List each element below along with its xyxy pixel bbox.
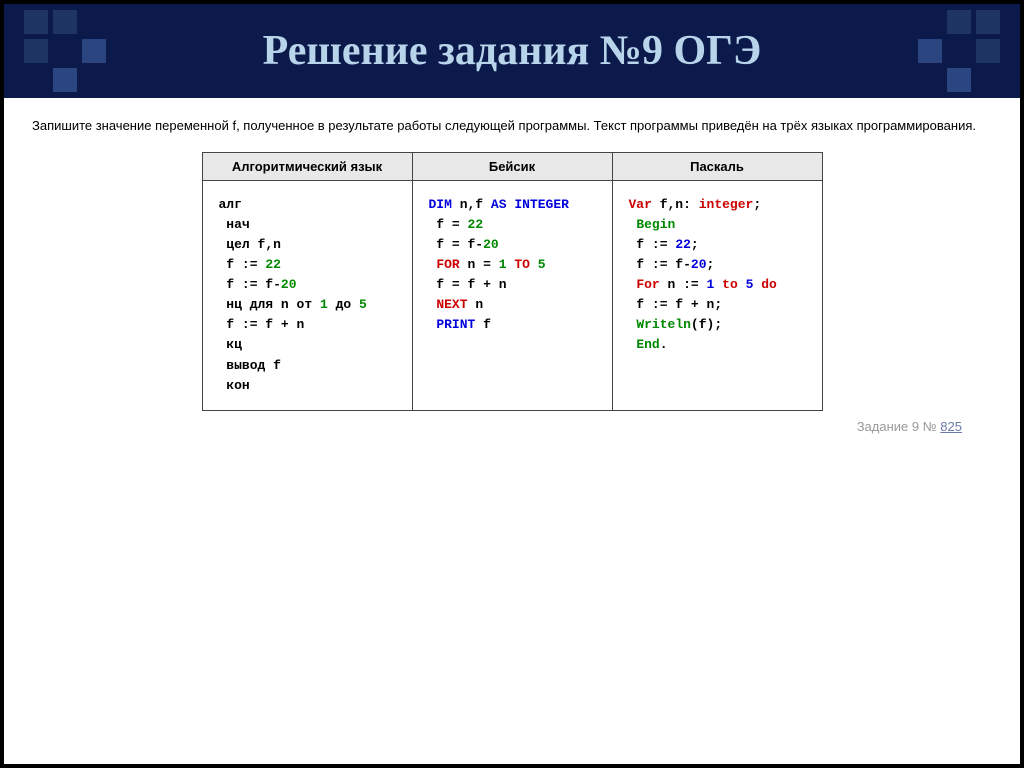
decorative-square	[947, 10, 971, 34]
decorative-square	[53, 68, 77, 92]
header-squares-left	[24, 10, 106, 92]
slide: Решение задания №9 ОГЭ Запишите значение…	[0, 0, 1024, 768]
code-cell-pascal: Var f,n: integer; Begin f := 22; f := f-…	[612, 180, 822, 410]
table-row: алг нач цел f,n f := 22 f := f-20 нц для…	[202, 180, 822, 410]
task-ref-label: Задание 9 №	[857, 419, 941, 434]
decorative-square	[918, 10, 942, 34]
slide-title: Решение задания №9 ОГЭ	[263, 27, 762, 75]
task-ref-link[interactable]: 825	[940, 419, 962, 434]
col-header-alg: Алгоритмический язык	[202, 152, 412, 180]
code-comparison-table: Алгоритмический язык Бейсик Паскаль алг …	[202, 152, 823, 411]
decorative-square	[976, 10, 1000, 34]
decorative-square	[53, 10, 77, 34]
decorative-square	[82, 68, 106, 92]
decorative-square	[24, 10, 48, 34]
decorative-square	[82, 10, 106, 34]
decorative-square	[24, 39, 48, 63]
col-header-basic: Бейсик	[412, 152, 612, 180]
decorative-square	[976, 39, 1000, 63]
slide-header: Решение задания №9 ОГЭ	[4, 4, 1020, 98]
decorative-square	[82, 39, 106, 63]
task-reference: Задание 9 № 825	[32, 419, 992, 434]
decorative-square	[947, 68, 971, 92]
header-squares-right	[918, 10, 1000, 92]
table-header-row: Алгоритмический язык Бейсик Паскаль	[202, 152, 822, 180]
col-header-pascal: Паскаль	[612, 152, 822, 180]
code-cell-basic: DIM n,f AS INTEGER f = 22 f = f-20 FOR n…	[412, 180, 612, 410]
code-cell-alg: алг нач цел f,n f := 22 f := f-20 нц для…	[202, 180, 412, 410]
decorative-square	[976, 68, 1000, 92]
decorative-square	[918, 39, 942, 63]
decorative-square	[24, 68, 48, 92]
decorative-square	[947, 39, 971, 63]
slide-content: Запишите значение переменной f, полученн…	[4, 98, 1020, 452]
decorative-square	[53, 39, 77, 63]
decorative-square	[918, 68, 942, 92]
task-description: Запишите значение переменной f, полученн…	[32, 116, 992, 136]
